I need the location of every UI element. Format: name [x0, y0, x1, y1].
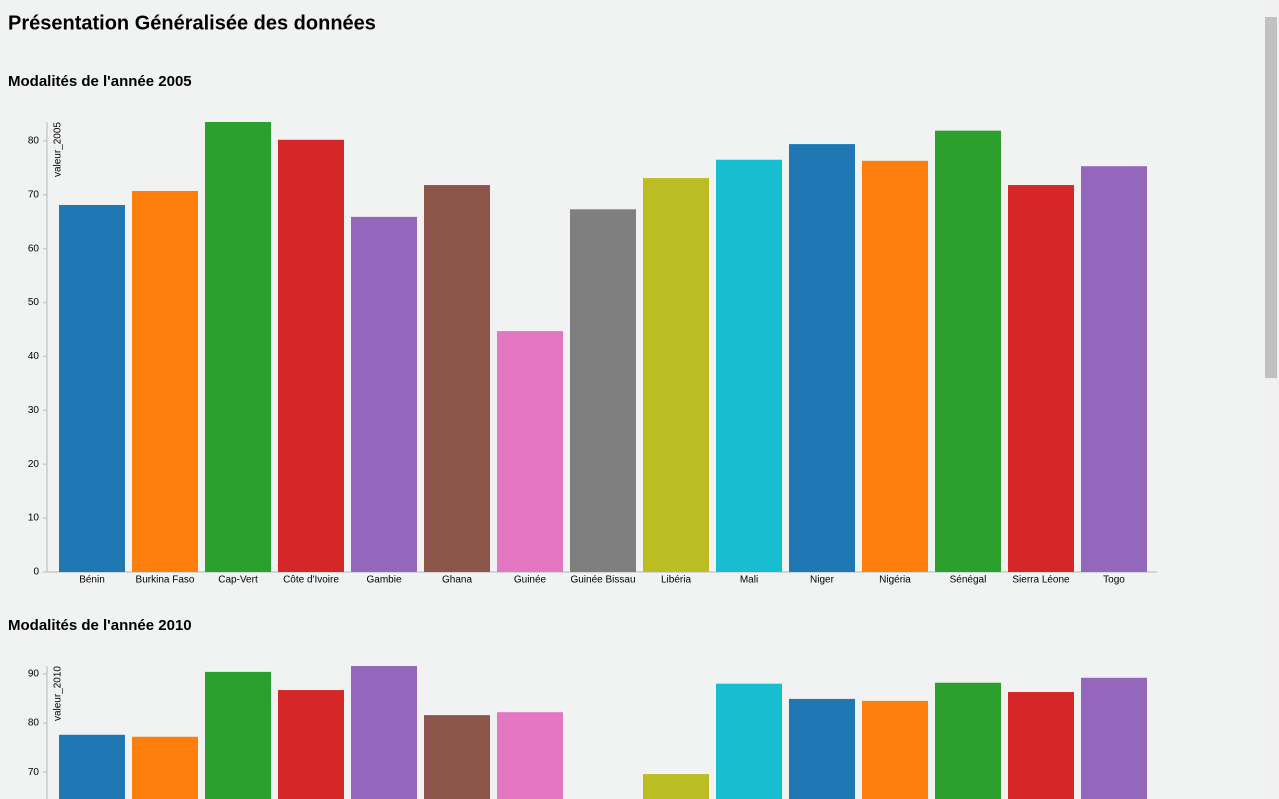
- y-tick-label: 80: [28, 136, 40, 147]
- y-tick-label: 40: [28, 351, 40, 362]
- x-tick-label: Libéria: [661, 575, 691, 586]
- x-tick-label: Sierra Léone: [1012, 575, 1070, 586]
- bar: [278, 139, 344, 572]
- bar: [59, 204, 125, 572]
- bar: [716, 683, 782, 799]
- y-axis-label: valeur_2010: [53, 666, 64, 721]
- bar: [862, 700, 928, 799]
- page-title: Présentation Généralisée des données: [8, 12, 376, 34]
- x-tick-label: Guinée: [514, 575, 547, 586]
- chart-title: Modalités de l'année 2005: [8, 73, 192, 90]
- x-tick-label: Nigéria: [879, 575, 911, 586]
- y-tick-label: 0: [33, 567, 39, 578]
- bar: [497, 712, 563, 799]
- bar: [643, 774, 709, 799]
- bar: [935, 130, 1001, 573]
- bar: [278, 690, 344, 799]
- x-tick-label: Bénin: [79, 575, 105, 586]
- scrollbar-thumb[interactable]: [1265, 17, 1277, 378]
- bar: [789, 698, 855, 799]
- bar: [497, 331, 563, 572]
- bar: [351, 216, 417, 573]
- y-tick-label: 20: [28, 459, 40, 470]
- x-tick-label: Cap-Vert: [218, 575, 258, 586]
- x-tick-label: Sénégal: [950, 575, 987, 586]
- bar: [570, 209, 636, 572]
- bar: [1008, 185, 1074, 572]
- bar: [424, 715, 490, 799]
- bar: [935, 682, 1001, 799]
- y-tick-label: 60: [28, 243, 40, 254]
- bar: [351, 666, 417, 799]
- bar: [1081, 166, 1147, 572]
- x-tick-label: Burkina Faso: [136, 575, 195, 586]
- scrollbar[interactable]: [1263, 0, 1279, 799]
- bar: [205, 671, 271, 799]
- bar: [205, 122, 271, 572]
- y-tick-label: 90: [28, 669, 40, 680]
- bar: [643, 178, 709, 572]
- x-tick-label: Mali: [740, 575, 758, 586]
- x-tick-label: Gambie: [366, 575, 401, 586]
- bar: [424, 185, 490, 572]
- y-tick-label: 70: [28, 767, 40, 778]
- x-tick-label: Guinée Bissau: [570, 575, 635, 586]
- x-tick-label: Niger: [810, 575, 835, 586]
- bar: [716, 159, 782, 572]
- y-tick-label: 10: [28, 513, 40, 524]
- bar: [1008, 692, 1074, 799]
- bar: [132, 190, 198, 572]
- x-tick-label: Côte d'Ivoire: [283, 575, 339, 586]
- chart-title: Modalités de l'année 2010: [8, 617, 192, 634]
- y-axis-label: valeur_2005: [53, 122, 64, 177]
- bar: [862, 160, 928, 572]
- y-tick-label: 80: [28, 718, 40, 729]
- y-tick-label: 50: [28, 297, 40, 308]
- bar: [59, 734, 125, 799]
- y-tick-label: 70: [28, 189, 40, 200]
- bar: [132, 736, 198, 799]
- y-tick-label: 30: [28, 405, 40, 416]
- bar: [789, 144, 855, 572]
- x-tick-label: Ghana: [442, 575, 472, 586]
- x-tick-label: Togo: [1103, 575, 1125, 586]
- bar: [1081, 677, 1147, 799]
